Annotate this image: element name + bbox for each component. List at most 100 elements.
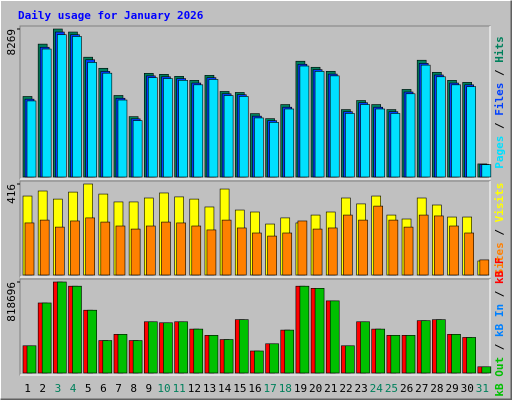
- bar: [238, 319, 249, 374]
- bar: [373, 205, 384, 276]
- x-tick-label: 11: [173, 382, 186, 395]
- legend-separator: /: [493, 222, 506, 242]
- bar: [238, 96, 249, 178]
- bar: [223, 339, 234, 374]
- bar: [464, 232, 474, 276]
- legend-separator: /: [493, 116, 506, 136]
- x-tick-label: 30: [461, 382, 474, 395]
- x-tick-label: 13: [203, 382, 216, 395]
- bar: [206, 229, 217, 276]
- bar: [434, 215, 444, 276]
- bar: [208, 335, 219, 374]
- legend-entry: Pages: [493, 136, 506, 169]
- bar: [57, 34, 67, 178]
- bar: [161, 221, 171, 276]
- bar: [267, 235, 277, 276]
- bar: [39, 219, 50, 276]
- bar: [420, 64, 431, 178]
- bar: [147, 77, 158, 178]
- bar: [41, 302, 52, 374]
- plot-highlight: [20, 181, 491, 278]
- bar: [191, 225, 202, 276]
- bar: [481, 366, 492, 374]
- bar: [55, 226, 65, 276]
- bar: [254, 350, 264, 374]
- legend-entry: Files: [493, 83, 506, 116]
- legend-separator: /: [493, 63, 506, 83]
- bar: [117, 99, 128, 178]
- bar: [100, 221, 111, 276]
- bar: [312, 228, 323, 276]
- bar: [87, 309, 97, 374]
- x-tick-label: 21: [324, 382, 337, 395]
- bar: [436, 319, 446, 374]
- x-tick-label: 25: [385, 382, 398, 395]
- bar: [24, 222, 35, 276]
- x-tick-label: 31: [476, 382, 489, 395]
- x-tick-label: 29: [445, 382, 458, 395]
- x-tick-label: 14: [218, 382, 232, 395]
- bar: [358, 219, 368, 276]
- x-tick-label: 3: [55, 382, 62, 395]
- bar: [405, 93, 416, 178]
- bar: [345, 345, 355, 374]
- bar: [375, 328, 386, 374]
- legend: kB Out / kB In / kB F: [493, 257, 506, 396]
- bar: [418, 214, 429, 276]
- bar: [297, 220, 308, 276]
- x-tick-label: 1: [24, 382, 31, 395]
- bar: [87, 62, 97, 178]
- x-tick-label: 19: [294, 382, 307, 395]
- bar: [72, 36, 82, 178]
- bar: [299, 285, 310, 374]
- bar: [390, 335, 401, 374]
- bar: [26, 100, 37, 178]
- bar: [388, 219, 399, 276]
- bar: [132, 120, 143, 178]
- x-tick-label: 4: [70, 382, 77, 395]
- y-tick-label: 818696: [5, 282, 18, 322]
- bar: [466, 337, 476, 374]
- legend-entry: kB F: [493, 257, 506, 284]
- bar: [70, 220, 80, 276]
- bar: [269, 343, 279, 374]
- bar: [132, 340, 143, 374]
- bar: [193, 84, 204, 178]
- bar: [329, 75, 340, 178]
- bar: [360, 321, 370, 374]
- bar: [130, 228, 141, 276]
- x-tick-label: 7: [115, 382, 122, 395]
- bar: [420, 320, 431, 374]
- legend-entry: Visits: [493, 183, 506, 223]
- bar: [284, 108, 295, 178]
- bar: [299, 65, 310, 178]
- legend-separator: /: [493, 284, 506, 304]
- bar: [208, 79, 219, 178]
- bar: [163, 78, 173, 178]
- bar: [26, 345, 37, 374]
- x-tick-label: 22: [339, 382, 352, 395]
- x-tick-label: 18: [279, 382, 292, 395]
- x-tick-label: 28: [430, 382, 443, 395]
- x-tick-label: 5: [85, 382, 92, 395]
- bar: [466, 86, 476, 178]
- legend-entry: kB In: [493, 304, 506, 337]
- plot-highlight: [20, 279, 491, 376]
- x-tick-label: 26: [400, 382, 413, 395]
- bar: [403, 226, 414, 276]
- legend-entry: Sites: [493, 242, 506, 275]
- bar: [145, 225, 156, 276]
- bar: [314, 288, 325, 374]
- bar: [236, 227, 247, 276]
- bar: [405, 335, 416, 374]
- legend-separator: /: [493, 337, 506, 357]
- bar: [57, 281, 67, 374]
- bar: [479, 259, 490, 276]
- y-tick-label: 8269: [5, 29, 18, 56]
- bar: [390, 113, 401, 178]
- bar: [221, 219, 232, 276]
- plot-highlight: [20, 26, 491, 180]
- bar: [345, 113, 355, 178]
- bar: [193, 328, 204, 374]
